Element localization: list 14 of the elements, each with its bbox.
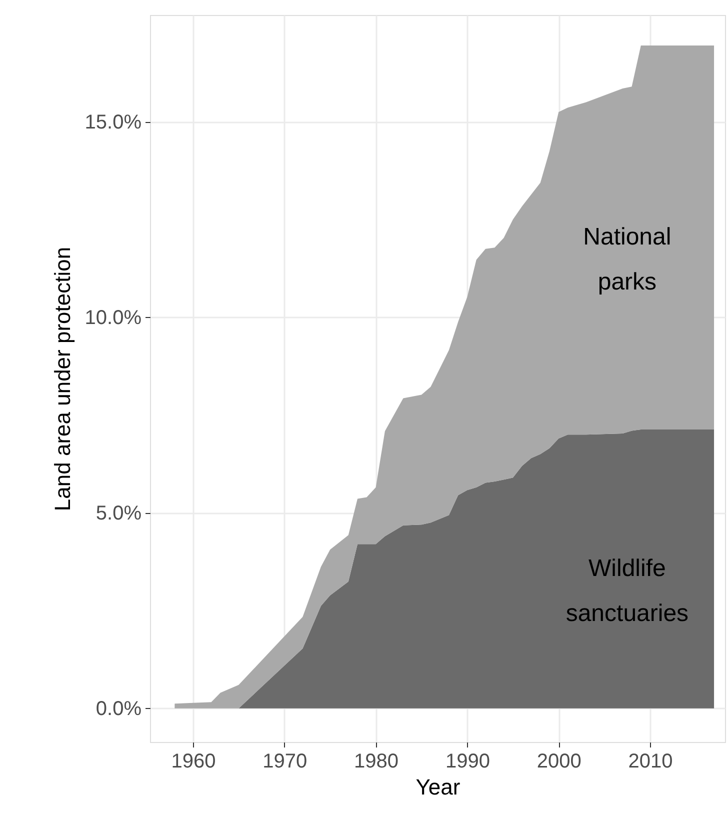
x-tick-label: 1960 <box>171 750 216 772</box>
x-tick-label: 2000 <box>536 750 582 772</box>
x-axis-title: Year <box>416 774 460 800</box>
y-axis-title: Land area under protection <box>50 246 75 512</box>
y-tick-label: 10.0% <box>84 306 142 329</box>
y-tick-label: 0.0% <box>96 698 142 720</box>
y-tick-label: 15.0% <box>84 111 142 134</box>
x-tick-label: 1990 <box>445 750 490 772</box>
series-label: National parks <box>583 224 672 296</box>
series-label: Wildlife sanctuaries <box>566 554 689 627</box>
x-tick-label: 1970 <box>262 750 308 772</box>
y-tick-label: 5.0% <box>96 502 142 524</box>
x-tick-label: 1980 <box>354 750 399 772</box>
x-tick-label: 2010 <box>628 750 673 772</box>
